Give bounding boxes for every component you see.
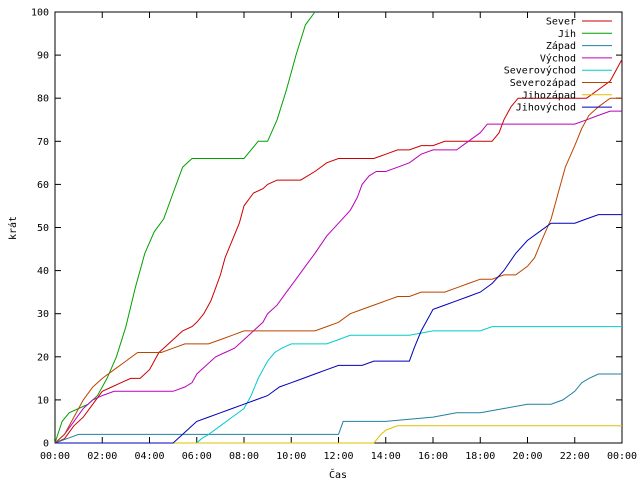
series-line-0 — [54, 59, 623, 444]
x-tick-label: 00:00 — [40, 451, 70, 462]
x-tick-label: 20:00 — [512, 451, 542, 462]
x-tick-label: 16:00 — [418, 451, 448, 462]
legend-label-4: Severovýchod — [504, 65, 576, 77]
legend: SeverJihZápadVýchodSeverovýchodSeverozáp… — [504, 17, 612, 114]
y-axis: 0 10 20 30 40 50 60 70 80 90 100 — [31, 8, 622, 450]
x-tick-label: 14:00 — [371, 451, 401, 462]
x-tick-label: 06:00 — [182, 451, 212, 462]
series-line-2 — [54, 373, 622, 444]
series-line-7 — [55, 214, 622, 444]
series-line-3 — [54, 110, 622, 444]
y-tick-label: 40 — [37, 266, 49, 277]
y-axis-label: krát — [7, 216, 19, 240]
legend-label-1: Jih — [558, 29, 576, 40]
x-tick-label: 02:00 — [87, 451, 117, 462]
legend-label-7: Jihovýchod — [516, 102, 576, 114]
legend-label-6: Jihozápad — [522, 89, 576, 101]
legend-label-3: Východ — [540, 52, 576, 64]
x-tick-label: 22:00 — [560, 451, 590, 462]
x-tick-label: 08:00 — [229, 451, 259, 462]
y-tick-label: 60 — [37, 180, 49, 191]
legend-label-5: Severozápad — [510, 77, 576, 89]
x-tick-label: 00:00 — [607, 451, 637, 462]
legend-label-0: Sever — [546, 17, 576, 28]
series-line-1 — [54, 11, 316, 444]
series-line-6 — [55, 425, 622, 444]
series-line-4 — [55, 326, 622, 444]
legend-label-2: Západ — [546, 40, 576, 52]
y-tick-label: 50 — [37, 223, 49, 234]
x-axis: 00:00 02:00 04:00 06:00 08:00 10:00 12:00 14:00… — [40, 12, 637, 462]
series-lines — [54, 11, 623, 444]
x-axis-label: Čas — [329, 468, 347, 480]
x-tick-label: 10:00 — [276, 451, 306, 462]
y-tick-label: 70 — [37, 137, 49, 148]
y-tick-label: 0 — [43, 439, 49, 450]
y-tick-label: 30 — [37, 309, 49, 320]
y-tick-label: 100 — [31, 8, 49, 19]
y-tick-label: 10 — [37, 395, 49, 406]
y-tick-label: 20 — [37, 352, 49, 363]
x-tick-label: 18:00 — [465, 451, 495, 462]
y-tick-label: 90 — [37, 51, 49, 62]
x-tick-label: 12:00 — [323, 451, 353, 462]
y-tick-label: 80 — [37, 94, 49, 105]
x-tick-label: 04:00 — [134, 451, 164, 462]
